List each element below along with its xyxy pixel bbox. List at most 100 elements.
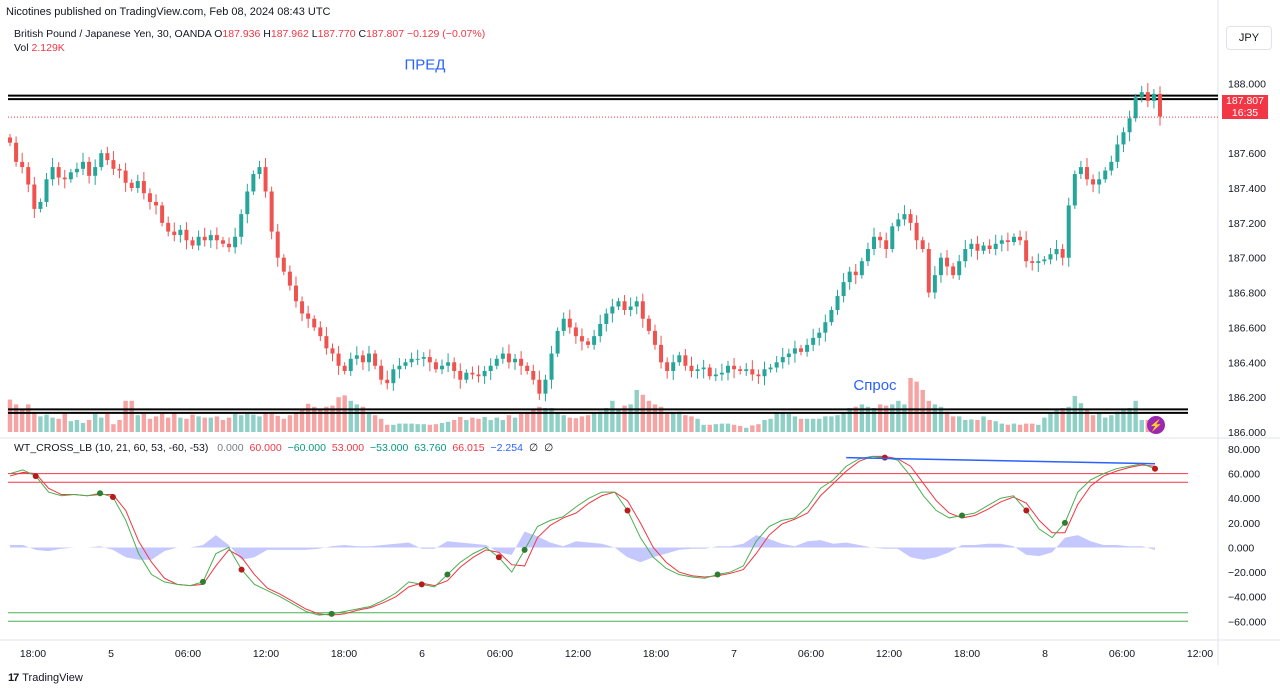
currency-button[interactable]: JPY [1226, 26, 1272, 50]
volume-bar [938, 406, 944, 432]
volume-bar [50, 417, 55, 432]
volume-bar [537, 406, 542, 432]
candle-body [154, 201, 159, 206]
volume-legend[interactable]: Vol 2.129K [14, 42, 65, 54]
candle-body [835, 296, 840, 310]
candle-body [415, 358, 420, 360]
candle-body [1024, 240, 1029, 262]
candle-body [646, 318, 651, 331]
oscillator-tick-label: 60.000 [1228, 469, 1260, 481]
volume-bar [963, 420, 968, 432]
candle-body [987, 245, 992, 249]
candle-body [251, 174, 256, 192]
time-tick-label: 8 [1042, 648, 1048, 660]
candle-body [890, 226, 895, 249]
candle-body [1036, 261, 1041, 263]
volume-bar [397, 423, 402, 432]
candle-body [44, 179, 49, 202]
volume-bar [275, 415, 280, 432]
volume-bar [664, 414, 670, 432]
diff-area [10, 531, 1155, 563]
volume-bar [458, 417, 463, 432]
flash-icon[interactable]: ⚡ [1147, 416, 1165, 434]
candle-body [756, 374, 761, 377]
candle-body [500, 353, 505, 359]
candle-body [342, 365, 347, 371]
volume-bar [13, 404, 19, 432]
change-value: −0.129 (−0.07%) [406, 28, 486, 40]
symbol-legend[interactable]: British Pound / Japanese Yen, 30, OANDA … [14, 28, 485, 40]
tradingview-footer[interactable]: 17 TradingView [8, 672, 83, 684]
candle-body [938, 257, 943, 276]
volume-bar [409, 423, 414, 432]
candle-body [220, 240, 225, 244]
indicator-legend[interactable]: WT_CROSS_LB (10, 21, 60, 53, -60, -53) 0… [14, 442, 565, 454]
candle-body [458, 371, 463, 380]
candle-body [920, 240, 925, 249]
candle-body [774, 362, 779, 368]
symbol-name[interactable]: British Pound / Japanese Yen, 30, OANDA [14, 28, 212, 40]
candle-body [908, 214, 913, 223]
volume-bar [56, 418, 61, 432]
volume-bar [768, 418, 773, 432]
candle-body [1121, 132, 1126, 145]
candle-body [665, 362, 670, 371]
volume-bar [543, 408, 548, 432]
indicator-value: ∅ [528, 442, 539, 454]
candle-body [537, 379, 542, 394]
candle-body [659, 344, 664, 363]
candle-body [324, 336, 329, 349]
candle-body [750, 369, 755, 375]
volume-bar [1017, 424, 1023, 432]
volume-bar [1054, 410, 1059, 432]
volume-bar [391, 424, 396, 432]
last-price-tag: 187.807 16:35 [1222, 95, 1268, 119]
candle-body [99, 153, 104, 168]
wt2-line [9, 455, 1156, 616]
volume-bar [518, 414, 524, 432]
indicator-name[interactable]: WT_CROSS_LB (10, 21, 60, 53, -60, -53) [14, 442, 209, 454]
volume-bar [1127, 408, 1132, 432]
volume-bar [652, 404, 658, 432]
candle-body [348, 358, 353, 371]
candle-body [482, 371, 487, 377]
volume-bar [926, 400, 931, 432]
volume-bar [774, 412, 779, 432]
candle-body [1084, 167, 1089, 180]
candle-body [683, 355, 688, 366]
volume-bar [561, 415, 566, 432]
low-value: 187.770 [317, 28, 356, 40]
candle-body [671, 362, 676, 371]
candle-body [129, 182, 134, 188]
candle-body [707, 367, 712, 377]
time-tick-label: 06:00 [487, 648, 513, 660]
cross-dot [238, 566, 245, 573]
volume-bar [147, 418, 153, 432]
volume-bar [871, 408, 877, 432]
candle-body [8, 137, 12, 143]
volume-bar [555, 412, 560, 432]
candle-body [823, 322, 828, 333]
indicator-value: ∅ [544, 442, 554, 454]
volume-bar [737, 426, 743, 432]
volume-bar [372, 415, 378, 432]
candle-body [281, 257, 286, 272]
candle-body [233, 236, 238, 248]
volume-bar [506, 415, 512, 432]
volume-bar [750, 425, 755, 432]
volume-bar [482, 417, 487, 432]
volume-bar [646, 400, 652, 432]
volume-bar [792, 416, 798, 432]
volume-bar [786, 414, 792, 432]
candle-body [318, 327, 323, 337]
volume-bar [251, 414, 256, 432]
candle-body [604, 313, 609, 324]
candle-body [543, 379, 548, 394]
volume-bar [853, 406, 858, 432]
candle-body [403, 362, 408, 366]
volume-bar [476, 418, 481, 432]
price-tick-label: 186.600 [1228, 322, 1266, 334]
volume-value: 2.129K [31, 42, 65, 54]
volume-bar [531, 409, 536, 432]
